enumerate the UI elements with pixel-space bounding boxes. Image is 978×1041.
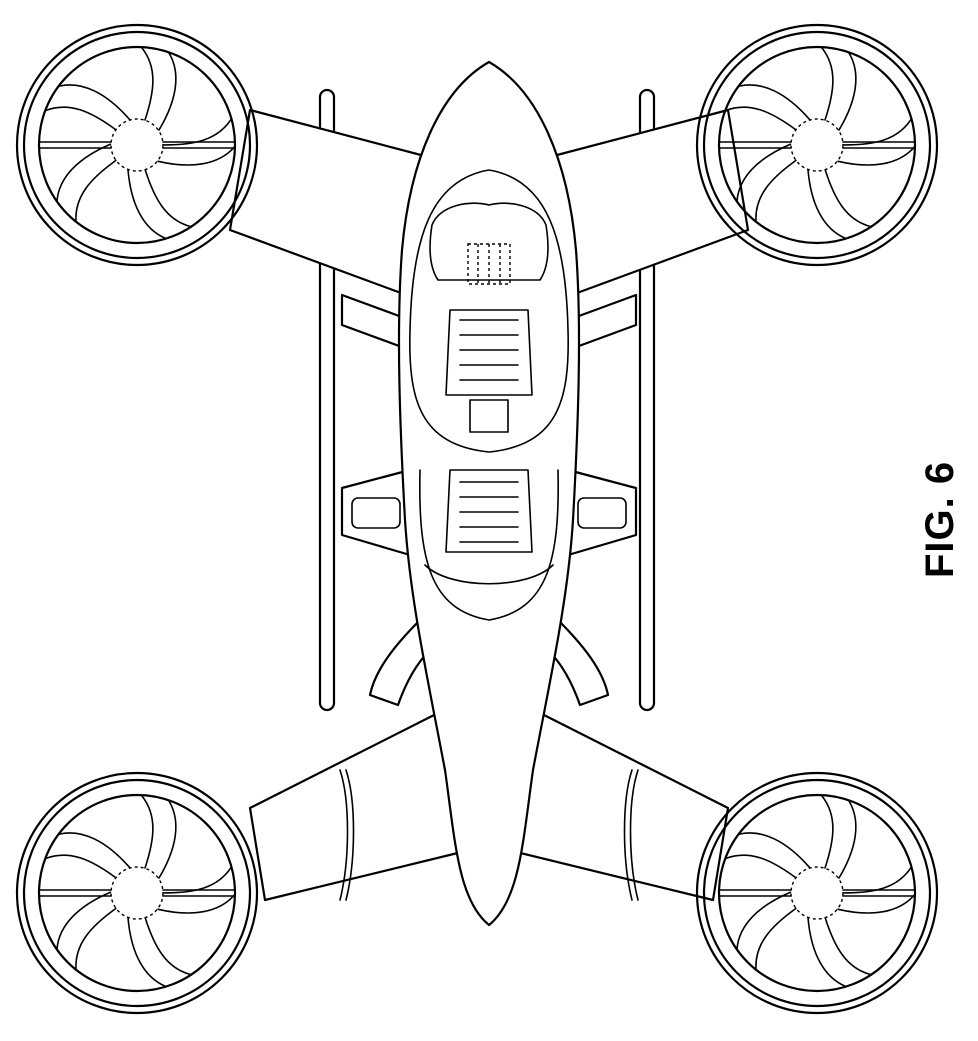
rotor-rear-left — [17, 773, 257, 1013]
figure-label: FIG. 6 — [918, 448, 978, 578]
rotor-rear-right — [697, 773, 937, 1013]
rotor-front-left — [17, 25, 257, 265]
